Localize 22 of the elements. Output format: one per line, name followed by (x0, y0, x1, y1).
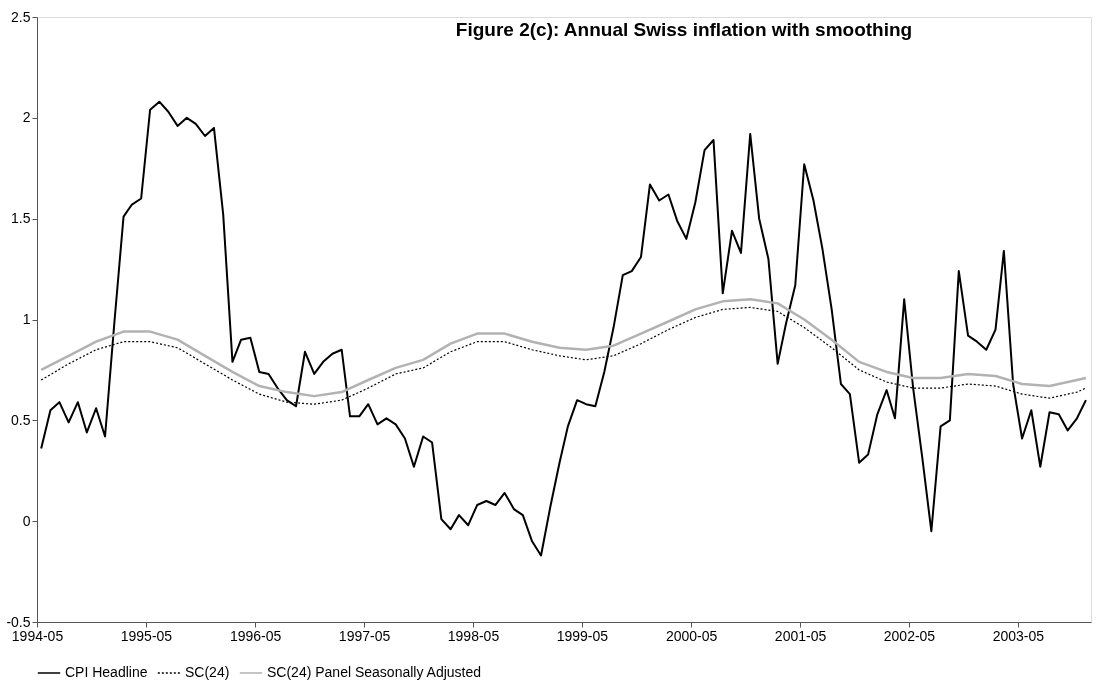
x-tick-label: 2003-05 (992, 627, 1045, 644)
y-tick-label: 0.5 (11, 411, 31, 428)
x-tick-label: 1998-05 (447, 627, 500, 644)
y-tick-label: 0 (22, 512, 31, 529)
chart-title: Figure 2(c): Annual Swiss inflation with smoothing (455, 19, 913, 40)
x-tick-label: 2000-05 (665, 627, 718, 644)
x-tick-label: 2002-05 (883, 627, 936, 644)
line-series (40, 100, 1087, 557)
y-tick-label: 1 (22, 311, 31, 327)
x-tick-label: 1996-05 (229, 627, 282, 644)
y-tick-label: -0.5 (6, 613, 31, 630)
x-tick-label: 2001-05 (774, 627, 827, 644)
y-tick-label: 1.5 (11, 210, 31, 227)
y-tick-label: 2 (22, 109, 31, 126)
legend-label: SC(24) (185, 664, 230, 680)
y-tick-label: 2.5 (11, 8, 31, 25)
legend-label: CPI Headline (65, 664, 148, 680)
legend-label: SC(24) Panel Seasonally Adjusted (267, 664, 482, 680)
x-tick-label: 1997-05 (338, 627, 391, 644)
x-tick-label: 1994-05 (11, 627, 64, 644)
x-tick-label: 1999-05 (556, 627, 609, 644)
x-tick-label: 1995-05 (120, 627, 173, 644)
